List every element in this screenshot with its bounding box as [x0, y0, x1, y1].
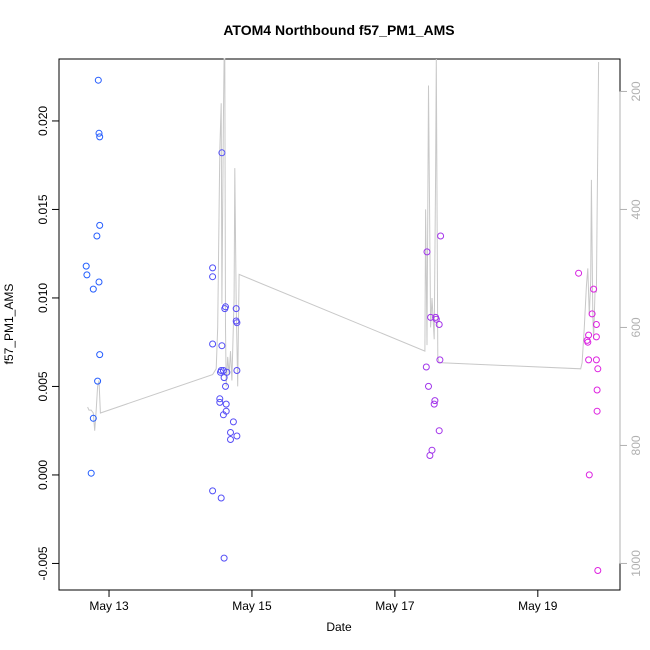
data-point — [585, 471, 593, 479]
x-tick-label: May 19 — [518, 599, 558, 613]
x-tick-label: May 13 — [89, 599, 129, 613]
data-point — [83, 271, 91, 279]
data-point — [96, 221, 104, 229]
line-series — [87, 58, 600, 431]
data-point — [436, 356, 444, 364]
data-point — [592, 356, 600, 364]
y-tick-label: 0.020 — [36, 106, 50, 136]
y-tick-label: 0.010 — [36, 283, 50, 313]
data-point — [96, 133, 104, 141]
data-point — [584, 338, 592, 346]
data-point — [222, 407, 230, 415]
y2-axis: 200 400 600 800 1000 — [619, 81, 643, 577]
y2-tick-label: 800 — [629, 435, 643, 455]
data-point — [216, 398, 224, 406]
y2-tick-label: 200 — [629, 81, 643, 101]
data-point — [93, 232, 101, 240]
data-point — [218, 342, 226, 350]
data-point — [592, 333, 600, 341]
data-point — [592, 321, 600, 328]
y2-tick-label: 400 — [629, 199, 643, 219]
data-point — [431, 397, 439, 405]
y-axis-label: f57_PM1_AMS — [2, 284, 16, 365]
data-point — [575, 269, 583, 277]
y-tick-label: 0.015 — [36, 194, 50, 224]
data-point — [209, 264, 217, 272]
data-point — [227, 436, 234, 443]
data-point — [585, 331, 593, 339]
data-point — [220, 554, 228, 562]
data-point — [209, 273, 217, 281]
data-point — [594, 567, 602, 574]
data-point — [96, 351, 104, 359]
data-point — [423, 248, 431, 256]
y-tick-label: 0.000 — [36, 460, 50, 490]
data-point — [585, 356, 593, 364]
y-tick-label: 0.005 — [36, 371, 50, 401]
x-axis-label: Date — [326, 620, 352, 634]
data-point — [435, 427, 443, 435]
y-tick-label: -0.005 — [36, 546, 50, 580]
x-tick-label: May 15 — [232, 599, 272, 613]
data-point — [227, 429, 234, 436]
data-point — [220, 374, 228, 382]
chart-title: ATOM4 Northbound f57_PM1_AMS — [223, 22, 454, 38]
data-point — [428, 446, 436, 454]
x-axis: May 13 May 15 May 17 May 19 — [89, 589, 558, 613]
y2-tick-label: 600 — [629, 317, 643, 337]
data-point — [233, 319, 241, 327]
data-point — [430, 400, 438, 408]
data-point — [437, 232, 445, 240]
data-point — [435, 321, 443, 328]
data-point — [82, 262, 90, 270]
data-point — [94, 377, 102, 385]
data-point — [233, 367, 241, 374]
data-point — [593, 386, 601, 394]
data-point — [218, 149, 226, 157]
data-point — [594, 365, 602, 373]
data-point — [425, 382, 432, 390]
data-point — [95, 278, 103, 286]
data-point — [422, 363, 430, 371]
data-point — [229, 418, 237, 426]
data-point — [209, 340, 217, 348]
data-point — [209, 487, 217, 495]
data-point — [222, 303, 229, 311]
points-layer — [82, 76, 602, 574]
data-point — [217, 494, 225, 502]
data-point — [233, 432, 241, 440]
data-point — [588, 310, 596, 318]
y2-tick-label: 1000 — [629, 550, 643, 577]
data-point — [89, 414, 97, 422]
data-point — [94, 76, 102, 84]
line-series-path — [87, 58, 600, 431]
data-point — [593, 407, 601, 415]
data-point — [432, 315, 440, 323]
data-point — [590, 285, 598, 293]
data-point — [87, 469, 95, 477]
data-point — [222, 400, 230, 408]
data-point — [216, 395, 224, 403]
x-tick-label: May 17 — [375, 599, 415, 613]
data-point — [89, 285, 97, 293]
data-point — [222, 382, 229, 390]
data-point — [232, 305, 240, 313]
data-point — [223, 368, 231, 376]
data-point — [219, 367, 227, 374]
y-axis: -0.005 0.000 0.005 0.010 0.015 0.020 — [36, 106, 60, 580]
data-point — [95, 129, 103, 137]
